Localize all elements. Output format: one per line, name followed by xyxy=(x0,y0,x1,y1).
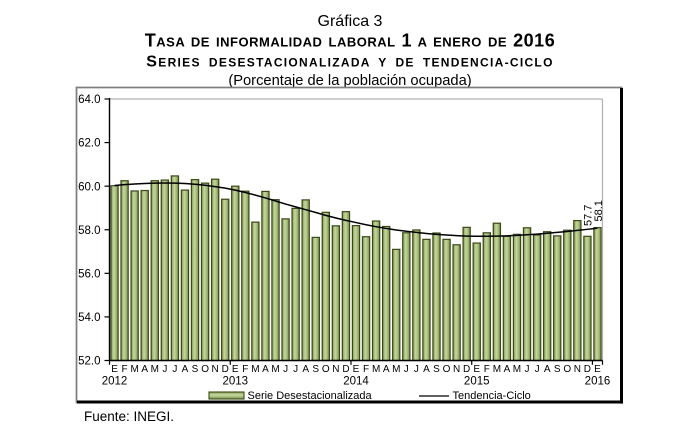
svg-text:D: D xyxy=(222,364,229,375)
svg-text:M: M xyxy=(251,364,259,375)
svg-text:O: O xyxy=(322,364,330,375)
svg-text:56.0: 56.0 xyxy=(78,268,100,280)
svg-text:2013: 2013 xyxy=(222,376,248,388)
svg-text:J: J xyxy=(414,364,419,375)
svg-text:58.0: 58.0 xyxy=(78,225,100,237)
svg-text:O: O xyxy=(563,364,571,375)
svg-text:2014: 2014 xyxy=(343,376,369,388)
svg-text:62.0: 62.0 xyxy=(78,138,100,150)
svg-text:F: F xyxy=(484,364,490,375)
svg-text:Tendencia-Ciclo: Tendencia-Ciclo xyxy=(453,390,531,402)
svg-text:A: A xyxy=(182,364,189,375)
svg-text:S: S xyxy=(554,364,561,375)
svg-text:A: A xyxy=(383,364,390,375)
svg-text:60.0: 60.0 xyxy=(78,181,100,193)
svg-text:J: J xyxy=(293,364,298,375)
svg-text:D: D xyxy=(342,364,349,375)
svg-text:M: M xyxy=(271,364,279,375)
svg-text:58.1: 58.1 xyxy=(593,200,605,221)
svg-text:2015: 2015 xyxy=(464,376,490,388)
svg-text:F: F xyxy=(122,364,128,375)
svg-text:J: J xyxy=(404,364,409,375)
svg-text:M: M xyxy=(372,364,380,375)
svg-text:M: M xyxy=(392,364,400,375)
svg-text:D: D xyxy=(584,364,591,375)
svg-text:64.0: 64.0 xyxy=(78,94,100,106)
svg-text:J: J xyxy=(172,364,177,375)
svg-text:M: M xyxy=(493,364,501,375)
svg-text:N: N xyxy=(453,364,460,375)
svg-text:2016: 2016 xyxy=(585,376,611,388)
svg-text:F: F xyxy=(363,364,369,375)
svg-text:A: A xyxy=(302,364,309,375)
svg-text:A: A xyxy=(262,364,269,375)
svg-text:F: F xyxy=(242,364,248,375)
svg-text:57.7: 57.7 xyxy=(583,205,595,226)
svg-text:A: A xyxy=(141,364,148,375)
svg-text:S: S xyxy=(192,364,199,375)
svg-text:E: E xyxy=(353,364,360,375)
svg-text:A: A xyxy=(423,364,430,375)
svg-text:J: J xyxy=(535,364,540,375)
svg-text:N: N xyxy=(574,364,581,375)
svg-text:SERIES DESESTACIONALIZADA Y DE: SERIES DESESTACIONALIZADA Y DE TENDENCIA… xyxy=(146,54,553,71)
svg-text:O: O xyxy=(443,364,451,375)
svg-text:2012: 2012 xyxy=(102,376,128,388)
svg-text:M: M xyxy=(513,364,521,375)
svg-text:N: N xyxy=(212,364,219,375)
svg-text:N: N xyxy=(332,364,339,375)
svg-text:M: M xyxy=(151,364,159,375)
svg-text:52.0: 52.0 xyxy=(78,356,100,368)
svg-text:A: A xyxy=(544,364,551,375)
svg-text:J: J xyxy=(525,364,530,375)
svg-text:Serie Desestacionalizada: Serie Desestacionalizada xyxy=(248,390,373,402)
svg-text:E: E xyxy=(111,364,118,375)
svg-text:A: A xyxy=(504,364,511,375)
svg-text:Gráfica 3: Gráfica 3 xyxy=(318,13,383,30)
svg-text:E: E xyxy=(594,364,601,375)
svg-text:D: D xyxy=(463,364,470,375)
svg-text:Fuente: INEGI.: Fuente: INEGI. xyxy=(84,409,174,424)
svg-text:TASA DE INFORMALIDAD LABORAL 1: TASA DE INFORMALIDAD LABORAL 1 A ENERO D… xyxy=(145,31,555,51)
svg-text:O: O xyxy=(201,364,209,375)
svg-text:E: E xyxy=(232,364,239,375)
svg-text:E: E xyxy=(473,364,480,375)
svg-text:S: S xyxy=(312,364,319,375)
svg-text:(Porcentaje de la población oc: (Porcentaje de la población ocupada) xyxy=(228,73,471,89)
svg-text:J: J xyxy=(283,364,288,375)
svg-text:J: J xyxy=(162,364,167,375)
svg-text:54.0: 54.0 xyxy=(78,312,100,324)
svg-text:M: M xyxy=(130,364,138,375)
svg-text:S: S xyxy=(433,364,440,375)
